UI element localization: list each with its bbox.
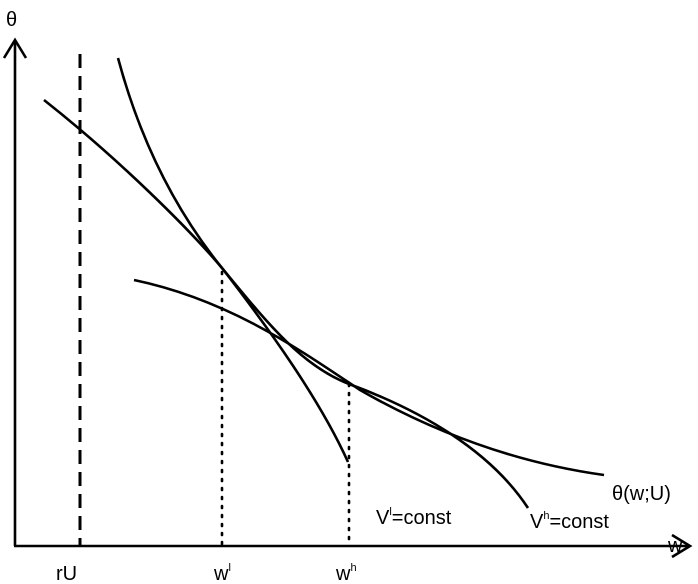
vh-label-rest: =const — [549, 511, 609, 533]
y-axis-label: θ — [6, 9, 17, 31]
theta-curve — [133, 278, 605, 477]
wl-tick-base: w — [213, 563, 229, 584]
wh-tick-label: wh — [335, 562, 357, 584]
vl-label-sup: l — [389, 506, 391, 518]
y-axis-arrowhead — [2, 37, 28, 59]
wl-tick-sup: l — [228, 562, 230, 574]
wl-tick-label: wl — [213, 562, 231, 584]
vh-curve — [116, 57, 350, 463]
wh-tick-sup: h — [350, 562, 356, 574]
wh-tick-base: w — [335, 563, 351, 584]
vh-label-base: V — [530, 511, 544, 533]
x-axis-arrowhead — [671, 533, 693, 559]
ru-tick-label: rU — [56, 563, 77, 584]
vh-label-sup: h — [543, 510, 549, 522]
theta-curve-label: θ(w;U) — [612, 483, 671, 505]
x-axis-label: w — [667, 535, 683, 557]
vl-curve — [43, 98, 530, 509]
vh-curve-label: Vh=const — [530, 510, 609, 533]
vl-label-base: V — [376, 507, 390, 529]
vl-label-rest: =const — [392, 507, 452, 529]
vl-curve-label: Vl=const — [376, 506, 452, 529]
